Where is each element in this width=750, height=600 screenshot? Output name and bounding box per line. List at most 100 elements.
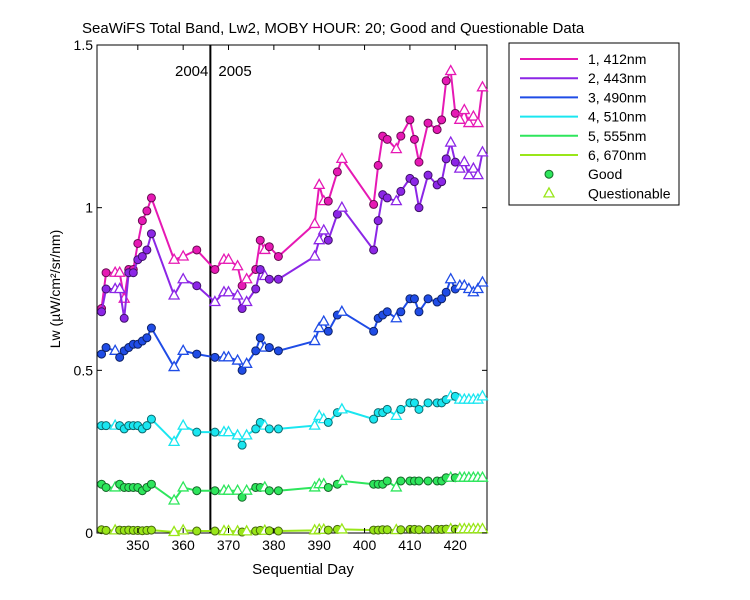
questionable-point — [113, 282, 126, 294]
questionable-point — [308, 334, 321, 346]
good-point — [405, 115, 415, 125]
legend-label: Good — [588, 166, 622, 182]
good-point — [119, 313, 129, 323]
plot-frame — [96, 44, 488, 534]
questionable-point — [471, 116, 485, 128]
questionable-point — [231, 259, 244, 271]
good-point — [251, 284, 261, 294]
year-divider: 2004 2005 — [175, 45, 252, 533]
legend-item-5: 5, 555nm — [520, 128, 646, 144]
good-point — [273, 346, 283, 356]
legend-label: 1, 412nm — [588, 51, 646, 67]
legend-label: Questionable — [588, 185, 671, 201]
legend-item-1: 1, 412nm — [520, 51, 646, 67]
good-point — [273, 526, 283, 536]
good-point — [273, 424, 283, 434]
good-point — [323, 196, 333, 206]
good-point — [382, 134, 392, 144]
good-point — [255, 235, 265, 245]
good-point — [264, 242, 274, 252]
legend-item-3: 3, 490nm — [520, 89, 646, 105]
good-point — [409, 134, 419, 144]
good-point — [409, 398, 419, 408]
good-point — [382, 193, 392, 203]
good-point — [369, 414, 379, 424]
good-point — [146, 323, 156, 333]
legend-item-6: 6, 670nm — [520, 147, 646, 163]
good-point — [414, 525, 424, 535]
questionable-point — [222, 350, 235, 362]
good-point — [396, 307, 406, 317]
good-point — [264, 274, 274, 284]
y-axis-label: Lw (µW/cm²/sr/nm) — [47, 230, 63, 349]
good-point — [423, 118, 433, 128]
good-point — [101, 525, 111, 535]
good-point — [146, 229, 156, 239]
good-point — [142, 245, 152, 255]
questionable-point — [313, 321, 326, 333]
good-point — [382, 525, 392, 535]
questionable-point — [177, 343, 190, 355]
questionable-point — [467, 109, 480, 121]
good-point — [192, 349, 202, 359]
x-tick-label: 390 — [308, 537, 332, 553]
good-point — [251, 346, 261, 356]
questionable-point — [476, 470, 489, 482]
good-point — [441, 76, 451, 86]
x-axis-label: Sequential Day — [252, 561, 354, 578]
legend-box — [508, 42, 680, 206]
plot-area — [96, 44, 488, 534]
questionable-point — [240, 272, 253, 284]
good-point — [323, 525, 333, 535]
chart-title: SeaWiFS Total Band, Lw2, MOBY HOUR: 20; … — [82, 20, 585, 37]
good-point — [332, 167, 342, 177]
questionable-point — [231, 483, 244, 495]
questionable-point — [476, 80, 489, 92]
x-tick-label: 380 — [262, 537, 286, 553]
good-point — [101, 482, 111, 492]
good-point — [133, 238, 143, 248]
y-tick-label: 0.5 — [74, 362, 94, 378]
year-label-2005: 2005 — [218, 63, 251, 80]
questionable-point — [458, 155, 471, 167]
questionable-point — [167, 288, 181, 300]
questionable-point — [313, 233, 326, 245]
questionable-point — [335, 402, 348, 414]
good-point — [142, 333, 152, 343]
questionable-point — [335, 304, 348, 316]
questionable-point — [476, 275, 489, 287]
good-point — [414, 203, 424, 213]
good-point — [255, 264, 265, 274]
questionable-point — [335, 152, 348, 164]
questionable-point — [231, 288, 244, 300]
good-point — [237, 440, 247, 450]
good-point — [210, 264, 220, 274]
y-tick-label: 0 — [85, 525, 93, 541]
good-point — [210, 352, 220, 362]
questionable-point — [317, 314, 330, 326]
legend-label: 2, 443nm — [588, 70, 646, 86]
questionable-point — [167, 360, 181, 372]
legend-label: 3, 490nm — [588, 89, 646, 105]
good-point — [437, 294, 447, 304]
good-point — [192, 281, 202, 291]
questionable-point — [231, 428, 244, 440]
good-point — [396, 476, 406, 486]
good-point — [369, 326, 379, 336]
good-point — [146, 414, 156, 424]
good-point — [142, 421, 152, 431]
questionable-point — [222, 285, 235, 297]
questionable-point — [453, 161, 466, 173]
questionable-point — [240, 295, 253, 307]
good-marker-icon — [544, 169, 554, 179]
good-point — [255, 333, 265, 343]
good-point — [137, 216, 147, 226]
good-point — [97, 307, 107, 317]
questionable-point — [240, 428, 253, 440]
y-tick-label: 1.5 — [74, 37, 94, 53]
questionable-point — [390, 311, 403, 323]
good-point — [423, 398, 433, 408]
good-point — [273, 486, 283, 496]
questionable-point — [177, 480, 190, 492]
good-point — [396, 404, 406, 414]
